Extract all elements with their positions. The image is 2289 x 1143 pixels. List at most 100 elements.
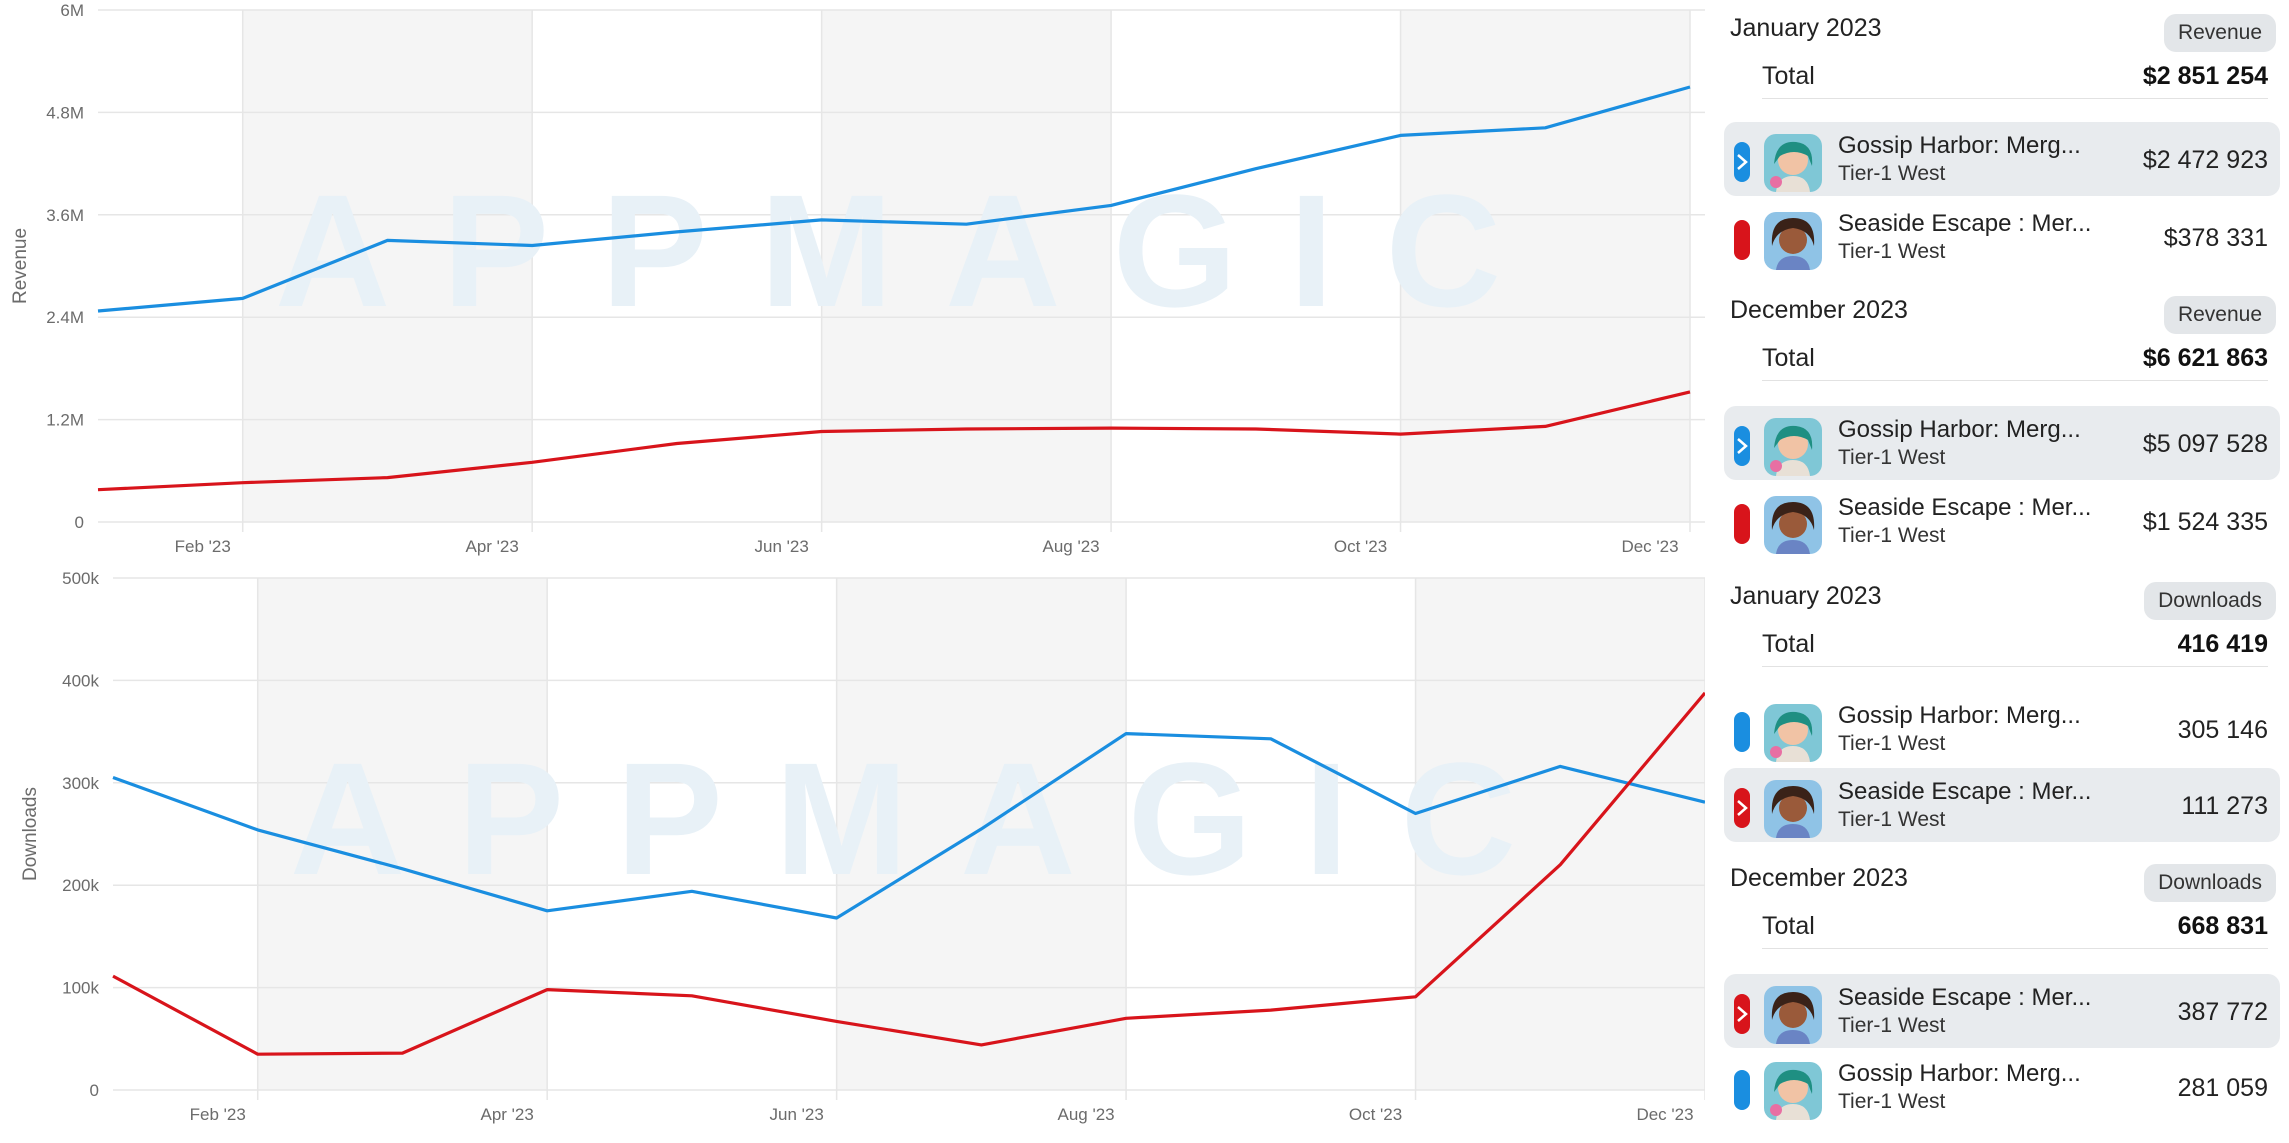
app-value: 387 772 [2177,998,2268,1026]
y-tick-label: 6M [60,1,84,20]
section-title: December 2023 [1730,296,1908,324]
series-marker [1734,504,1750,544]
total-label: Total [1762,344,1815,372]
series-marker [1734,142,1750,182]
app-row[interactable]: Seaside Escape : Mer... Tier-1 West $378… [1724,200,2280,274]
app-row[interactable]: Gossip Harbor: Merg... Tier-1 West 305 1… [1724,692,2280,766]
y-tick-label: 400k [62,671,99,690]
metric-badge[interactable]: Revenue [2163,14,2276,52]
app-name: Gossip Harbor: Merg... [1838,1060,2081,1087]
total-label: Total [1762,912,1815,940]
y-tick-label: 500k [62,570,99,588]
y-tick-label: 2.4M [46,308,84,327]
seaside-escape-app-icon [1764,780,1822,838]
gossip-harbor-app-icon [1764,1062,1822,1120]
series-line-seaside[interactable] [112,691,1707,1056]
background-band [1415,578,1705,1090]
background-band [1400,10,1690,522]
app-name: Seaside Escape : Mer... [1838,778,2092,805]
x-tick-label: Dec '23 [1621,537,1678,556]
x-tick-label: Feb '23 [190,1105,246,1124]
app-row[interactable]: Gossip Harbor: Merg... Tier-1 West $2 47… [1724,122,2280,196]
revenue-chart: 0 1.2M 2.4M 3.6M 4.8M 6M Feb '23 Apr '23 Jun '23… [0,0,1710,570]
chevron-right-icon [1737,1006,1748,1022]
background-band [821,10,1112,522]
app-region: Tier-1 West [1838,446,1946,469]
series-marker [1734,220,1750,260]
app-name: Seaside Escape : Mer... [1838,210,2092,237]
y-tick-label: 4.8M [46,103,84,122]
total-value: $6 621 863 [2142,344,2268,372]
chevron-right-icon [1737,438,1748,454]
x-tick-label: Apr '23 [466,537,519,556]
series-marker [1734,788,1750,828]
seaside-escape-app-icon [1764,212,1822,270]
y-tick-label: 300k [62,774,99,793]
revenue-chart-svg: 0 1.2M 2.4M 3.6M 4.8M 6M Feb '23 Apr '23 Jun '23… [10,1,1710,556]
watermark: APPMAGIC [275,161,1553,340]
section-header: December 2023 Revenue [1724,288,2284,334]
section-header: January 2023 Downloads [1724,574,2284,620]
y-tick-label: 3.6M [46,206,84,225]
x-tick-label: Dec '23 [1636,1105,1693,1124]
chevron-right-icon [1737,154,1748,170]
x-tick-label: Apr '23 [481,1105,534,1124]
app-row[interactable]: Gossip Harbor: Merg... Tier-1 West $5 09… [1724,406,2280,480]
app-row[interactable]: Seaside Escape : Mer... Tier-1 West $1 5… [1724,484,2280,558]
gossip-harbor-app-icon [1764,704,1822,762]
total-value: 416 419 [2177,630,2268,658]
app-value: 305 146 [2177,716,2268,744]
y-tick-label: 0 [90,1081,99,1100]
app-row[interactable]: Seaside Escape : Mer... Tier-1 West 387 … [1724,974,2280,1048]
app-region: Tier-1 West [1838,1090,1946,1113]
seaside-escape-app-icon [1764,986,1822,1044]
downloads-chart: 0 100k 200k 300k 400k 500k Feb '23 Apr '23 Jun '… [0,569,1725,1138]
app-value: $378 331 [2163,224,2268,252]
section-title: December 2023 [1730,864,1908,892]
background-band [836,578,1127,1090]
series-marker [1734,994,1750,1034]
y-tick-label: 0 [75,513,84,532]
app-value: $2 472 923 [2142,146,2268,174]
background-band [257,578,548,1090]
x-tick-label: Aug '23 [1058,1105,1115,1124]
app-region: Tier-1 West [1838,1014,1946,1037]
x-tick-label: Jun '23 [754,537,808,556]
metric-badge[interactable]: Downloads [2144,864,2276,902]
total-row: Total $6 621 863 [1762,336,2268,381]
y-tick-label: 1.2M [46,411,84,430]
app-region: Tier-1 West [1838,732,1946,755]
x-tick-label: Aug '23 [1043,537,1100,556]
app-region: Tier-1 West [1838,808,1946,831]
total-row: Total 416 419 [1762,622,2268,667]
total-value: 668 831 [2177,912,2268,940]
y-tick-label: 200k [62,876,99,895]
total-label: Total [1762,630,1815,658]
app-row[interactable]: Gossip Harbor: Merg... Tier-1 West 281 0… [1724,1050,2280,1124]
gossip-harbor-app-icon [1764,418,1822,476]
section-header: January 2023 Revenue [1724,6,2284,52]
series-marker [1734,712,1750,752]
comparison-panel: January 2023 Revenue Total $2 851 254 Go… [1718,0,2284,1138]
x-tick-label: Feb '23 [175,537,231,556]
section-header: December 2023 Downloads [1724,856,2284,902]
app-name: Gossip Harbor: Merg... [1838,132,2081,159]
app-row[interactable]: Seaside Escape : Mer... Tier-1 West 111 … [1724,768,2280,842]
app-name: Gossip Harbor: Merg... [1838,416,2081,443]
metric-badge[interactable]: Downloads [2144,582,2276,620]
gossip-harbor-app-icon [1764,134,1822,192]
app-region: Tier-1 West [1838,240,1946,263]
seaside-escape-app-icon [1764,496,1822,554]
y-axis-title: Downloads [20,787,41,881]
series-line-gossip[interactable] [97,85,1691,313]
app-region: Tier-1 West [1838,162,1946,185]
x-tick-label: Jun '23 [769,1105,823,1124]
downloads-chart-svg: 0 100k 200k 300k 400k 500k Feb '23 Apr '23 Jun '… [20,569,1725,1124]
series-line-seaside[interactable] [97,390,1691,492]
app-name: Gossip Harbor: Merg... [1838,702,2081,729]
app-name: Seaside Escape : Mer... [1838,984,2092,1011]
y-axis-title: Revenue [10,228,31,304]
chevron-right-icon [1737,800,1748,816]
metric-badge[interactable]: Revenue [2163,296,2276,334]
series-line-gossip[interactable] [112,732,1706,920]
